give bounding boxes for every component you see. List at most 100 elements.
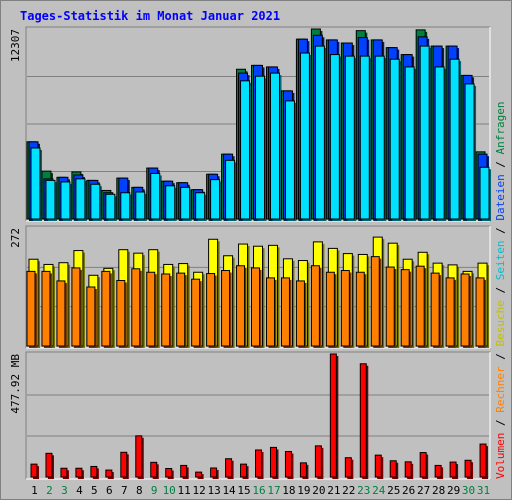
day-label-3: 3 bbox=[61, 484, 68, 497]
day-label-18: 18 bbox=[282, 484, 295, 497]
day-label-31: 31 bbox=[477, 484, 490, 497]
bar-rechner-day-25 bbox=[385, 266, 397, 348]
bar-seiten-day-26 bbox=[404, 66, 417, 221]
bar-seiten-day-18 bbox=[284, 100, 297, 221]
bar-volumen-day-2 bbox=[45, 452, 54, 479]
bar-volumen-day-12 bbox=[195, 471, 204, 479]
bar-volumen-day-9 bbox=[150, 461, 159, 479]
day-label-12: 12 bbox=[193, 484, 206, 497]
bar-volumen-day-24 bbox=[374, 454, 384, 479]
bar-seiten-day-10 bbox=[165, 185, 177, 221]
day-label-7: 7 bbox=[121, 484, 128, 497]
bar-rechner-day-23 bbox=[355, 271, 367, 348]
bar-rechner-day-17 bbox=[265, 277, 277, 348]
bar-rechner-day-5 bbox=[86, 286, 97, 348]
bar-rechner-day-1 bbox=[26, 270, 37, 348]
chart-title: Tages-Statistik im Monat Januar 2021 bbox=[20, 9, 280, 23]
day-label-24: 24 bbox=[372, 484, 386, 497]
legend-part-4: Besuche bbox=[494, 300, 507, 346]
bar-volumen-day-19 bbox=[299, 462, 309, 479]
bar-volumen-day-22 bbox=[344, 457, 354, 479]
bar-seiten-day-3 bbox=[60, 181, 72, 221]
bar-volumen-day-29 bbox=[449, 461, 459, 479]
bar-rechner-day-20 bbox=[310, 265, 322, 348]
day-label-16: 16 bbox=[252, 484, 265, 497]
day-label-14: 14 bbox=[222, 484, 236, 497]
bar-rechner-day-15 bbox=[236, 265, 247, 348]
day-label-23: 23 bbox=[357, 484, 370, 497]
bar-rechner-day-4 bbox=[71, 267, 82, 348]
bar-seiten-day-25 bbox=[389, 58, 402, 221]
bar-seiten-day-23 bbox=[359, 55, 372, 221]
bar-volumen-day-25 bbox=[389, 460, 399, 479]
bar-volumen-day-13 bbox=[210, 467, 219, 479]
bar-rechner-day-28 bbox=[430, 272, 442, 348]
day-label-25: 25 bbox=[387, 484, 400, 497]
bar-volumen-day-28 bbox=[434, 464, 444, 479]
bar-seiten-day-17 bbox=[269, 72, 282, 221]
bar-rechner-day-7 bbox=[116, 279, 127, 348]
legend-part-7: / bbox=[494, 221, 507, 241]
bar-seiten-day-2 bbox=[45, 179, 57, 221]
bar-rechner-day-24 bbox=[370, 256, 382, 348]
bar-volumen-day-23 bbox=[359, 363, 369, 479]
bar-seiten-day-27 bbox=[419, 45, 432, 222]
bar-rechner-day-29 bbox=[445, 277, 457, 348]
legend-part-0: Volumen bbox=[494, 433, 507, 479]
bar-volumen-day-1 bbox=[30, 463, 39, 479]
bar-volumen-day-4 bbox=[75, 467, 84, 479]
day-label-10: 10 bbox=[163, 484, 176, 497]
day-label-30: 30 bbox=[462, 484, 475, 497]
bar-seiten-day-14 bbox=[225, 159, 237, 221]
legend-part-2: Rechner bbox=[494, 366, 507, 413]
bar-volumen-day-3 bbox=[60, 467, 69, 479]
bar-volumen-day-31 bbox=[479, 443, 489, 479]
bar-volumen-day-5 bbox=[90, 465, 99, 479]
day-label-26: 26 bbox=[402, 484, 415, 497]
bar-rechner-day-10 bbox=[161, 273, 172, 348]
day-label-29: 29 bbox=[447, 484, 460, 497]
bar-seiten-day-4 bbox=[75, 178, 87, 221]
day-label-8: 8 bbox=[136, 484, 143, 497]
bar-rechner-day-21 bbox=[325, 271, 337, 348]
bar-seiten-day-20 bbox=[314, 45, 327, 222]
bar-rechner-day-8 bbox=[131, 268, 142, 348]
bar-seiten-day-30 bbox=[464, 83, 477, 221]
bar-rechner-day-11 bbox=[176, 272, 187, 348]
legend-part-8: Dateien bbox=[494, 174, 507, 220]
bar-volumen-day-17 bbox=[269, 446, 279, 479]
bar-seiten-day-29 bbox=[449, 58, 462, 221]
day-label-11: 11 bbox=[178, 484, 191, 497]
legend-part-9: / bbox=[494, 154, 507, 174]
bar-rechner-day-14 bbox=[221, 270, 232, 348]
panel-visits-axis-label: 272 bbox=[9, 228, 22, 248]
legend-part-1: / bbox=[494, 413, 507, 433]
bar-seiten-day-8 bbox=[135, 191, 147, 221]
bar-rechner-day-22 bbox=[340, 270, 352, 348]
bar-rechner-day-19 bbox=[295, 280, 307, 348]
day-label-4: 4 bbox=[76, 484, 83, 497]
day-label-27: 27 bbox=[417, 484, 430, 497]
bar-rechner-day-30 bbox=[460, 273, 472, 348]
legend-part-6: Seiten bbox=[494, 241, 507, 281]
bar-rechner-day-31 bbox=[475, 277, 487, 348]
bar-volumen-day-21 bbox=[329, 353, 339, 479]
bar-rechner-day-26 bbox=[400, 269, 412, 348]
bar-volumen-day-15 bbox=[240, 463, 249, 479]
bar-volumen-day-16 bbox=[255, 449, 264, 479]
day-label-13: 13 bbox=[207, 484, 220, 497]
day-label-2: 2 bbox=[46, 484, 53, 497]
day-label-22: 22 bbox=[342, 484, 355, 497]
bar-volumen-day-8 bbox=[135, 435, 144, 479]
day-label-9: 9 bbox=[151, 484, 158, 497]
bar-seiten-day-31 bbox=[479, 166, 492, 221]
bar-seiten-day-5 bbox=[90, 183, 102, 221]
bar-seiten-day-19 bbox=[299, 52, 312, 222]
x-axis-day-labels: 1 2 3 4 5 6 7 8 9 10 11 12 13 14 15 16 17 18 19 20 21 22 23 24 2… bbox=[31, 484, 490, 497]
panel-volume: 477.92 MB bbox=[9, 351, 491, 480]
legend-part-10: Anfragen bbox=[494, 101, 507, 154]
bar-rechner-day-13 bbox=[206, 273, 217, 348]
panel-volume-axis-label: 477.92 MB bbox=[9, 354, 22, 414]
